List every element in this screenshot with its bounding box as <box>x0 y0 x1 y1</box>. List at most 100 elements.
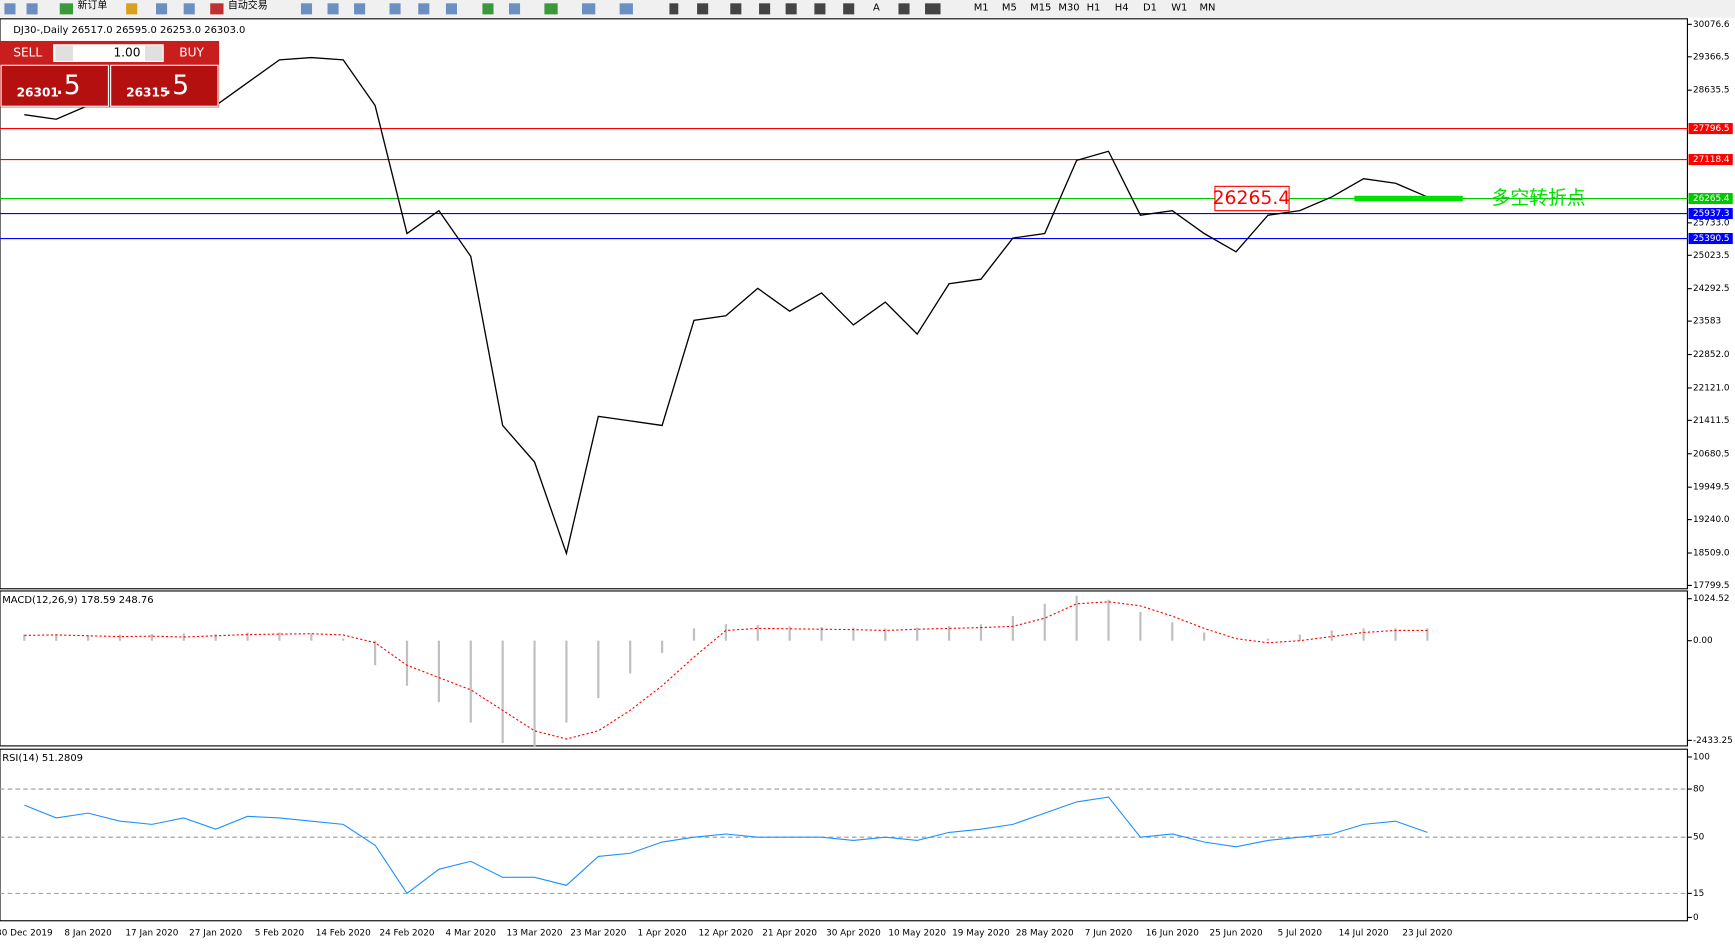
y-tick-label: 1024.52 <box>1693 594 1730 604</box>
x-tick-label: 30 Apr 2020 <box>826 928 881 938</box>
auto-trading-button[interactable]: 自动交易 <box>228 0 268 12</box>
turning-point-bar <box>1354 195 1463 202</box>
y-tick-label: 21411.5 <box>1693 416 1730 426</box>
timeframe-button[interactable]: H1 <box>1087 3 1101 14</box>
x-tick-label: 8 Jan 2020 <box>64 928 112 938</box>
x-tick-label: 21 Apr 2020 <box>762 928 817 938</box>
x-tick-label: 14 Jul 2020 <box>1339 928 1389 938</box>
price-line <box>24 56 1428 556</box>
x-tick-label: 13 Mar 2020 <box>507 928 563 938</box>
y-tick-label: 50 <box>1693 833 1705 843</box>
level-label-bg <box>1688 207 1733 220</box>
timeframe-button[interactable]: M30 <box>1058 3 1079 14</box>
level-label: 25390.5 <box>1693 234 1730 244</box>
y-tick-label: 22852.0 <box>1693 350 1730 360</box>
x-tick-label: 30 Dec 2019 <box>0 928 53 938</box>
lot-value[interactable]: 1.00 <box>113 46 140 60</box>
annotation-text: 多空转折点 <box>1492 187 1586 209</box>
x-tick-label: 23 Mar 2020 <box>570 928 626 938</box>
x-tick-label: 14 Feb 2020 <box>316 928 371 938</box>
y-tick-label: -2433.25 <box>1693 736 1733 746</box>
x-tick-label: 23 Jul 2020 <box>1402 928 1452 938</box>
x-tick-label: 12 Apr 2020 <box>699 928 754 938</box>
level-label-bg <box>1688 154 1733 166</box>
timeframe-button[interactable]: W1 <box>1171 3 1187 14</box>
x-tick-label: 27 Jan 2020 <box>189 928 242 938</box>
x-tick-label: 17 Jan 2020 <box>125 928 178 938</box>
level-label: 26265.4 <box>1693 194 1730 204</box>
y-tick-label: 20680.5 <box>1693 449 1730 459</box>
text-tool[interactable]: A <box>873 3 880 14</box>
buy-button[interactable] <box>110 64 219 107</box>
macd-panel <box>0 590 1688 747</box>
y-tick-label: 100 <box>1693 752 1710 762</box>
buy-label[interactable]: BUY <box>179 46 204 60</box>
y-tick-label: 22121.0 <box>1693 383 1730 393</box>
y-tick-label: 30076.6 <box>1693 20 1730 30</box>
y-tick-label: 0 <box>1693 913 1699 923</box>
x-tick-label: 10 May 2020 <box>888 928 946 938</box>
timeframe-button[interactable]: M15 <box>1030 3 1051 14</box>
macd-title: MACD(12,26,9) 178.59 248.76 <box>2 595 153 606</box>
y-tick-label: 29366.5 <box>1693 52 1730 62</box>
main-panel <box>0 18 1688 590</box>
x-tick-label: 1 Apr 2020 <box>638 928 687 938</box>
y-tick-label: 25023.5 <box>1693 251 1730 261</box>
sell-price-pip[interactable]: .5 <box>55 70 80 101</box>
sell-price[interactable]: 26301 <box>17 85 59 99</box>
y-tick-label: 19949.5 <box>1693 483 1730 493</box>
x-tick-label: 25 Jun 2020 <box>1209 928 1263 938</box>
timeframe-button[interactable]: M5 <box>1002 3 1017 14</box>
lot-up[interactable] <box>144 45 163 61</box>
rsi-title: RSI(14) 51.2809 <box>2 753 83 764</box>
new-order-button[interactable]: 新订单 <box>77 0 107 12</box>
y-tick-label: 0.00 <box>1693 636 1713 646</box>
buy-price[interactable]: 26315 <box>126 85 168 99</box>
macd-signal-line <box>24 601 1428 740</box>
timeframe-button[interactable]: M1 <box>974 3 989 14</box>
timeframes: M1 M5 M15 M30 H1 H4 D1 W1 MN <box>974 3 1216 14</box>
x-tick-label: 5 Jul 2020 <box>1278 928 1323 938</box>
x-tick-label: 4 Mar 2020 <box>446 928 497 938</box>
level-label-bg <box>1688 123 1733 135</box>
y-tick-label: 28635.5 <box>1693 86 1730 96</box>
timeframe-button[interactable]: D1 <box>1143 3 1157 14</box>
lot-input[interactable] <box>53 44 164 62</box>
level-label-bg <box>1688 192 1733 205</box>
price-callout: 26265.4 <box>1213 188 1291 209</box>
level-label: 25937.3 <box>1693 209 1730 219</box>
lot-down[interactable] <box>55 45 74 61</box>
price-callout-box <box>1214 185 1290 212</box>
toolbar-icons <box>4 3 941 15</box>
sell-label[interactable]: SELL <box>13 46 42 60</box>
y-tick-label: 19240.0 <box>1693 515 1730 525</box>
x-tick-label: 7 Jun 2020 <box>1085 928 1133 938</box>
y-tick-label: 24292.5 <box>1693 284 1730 294</box>
y-tick-label: 23583 <box>1693 317 1721 327</box>
toolbar <box>0 0 1735 18</box>
y-tick-label: 18509.0 <box>1693 549 1730 559</box>
level-label: 27796.5 <box>1693 124 1730 134</box>
buy-price-pip[interactable]: .5 <box>164 70 189 101</box>
timeframe-button[interactable]: MN <box>1199 3 1215 14</box>
y-tick-label: 25733.0 <box>1693 218 1730 228</box>
level-label-bg <box>1688 232 1733 245</box>
y-tick-label: 15 <box>1693 889 1704 899</box>
y-tick-label: 80 <box>1693 785 1705 795</box>
x-tick-label: 28 May 2020 <box>1016 928 1074 938</box>
y-tick-label: 17799.5 <box>1693 581 1730 591</box>
timeframe-button[interactable]: H4 <box>1115 3 1129 14</box>
x-tick-label: 5 Feb 2020 <box>255 928 305 938</box>
x-tick-label: 19 May 2020 <box>952 928 1010 938</box>
x-tick-label: 16 Jun 2020 <box>1146 928 1200 938</box>
rsi-line <box>24 796 1428 895</box>
x-tick-label: 24 Feb 2020 <box>379 928 434 938</box>
plots: 30076.6 29366.5 28635.5 25023.5 24292.5 23583… <box>0 20 1733 938</box>
rsi-panel <box>0 748 1688 922</box>
level-label: 27118.4 <box>1693 155 1730 165</box>
trade-panel: SELL 1.00 BUY 26301 .5 26315 .5 <box>0 40 220 108</box>
sell-button[interactable] <box>0 64 109 107</box>
chart-header: DJ30-,Daily 26517.0 26595.0 26253.0 2630… <box>13 25 245 36</box>
